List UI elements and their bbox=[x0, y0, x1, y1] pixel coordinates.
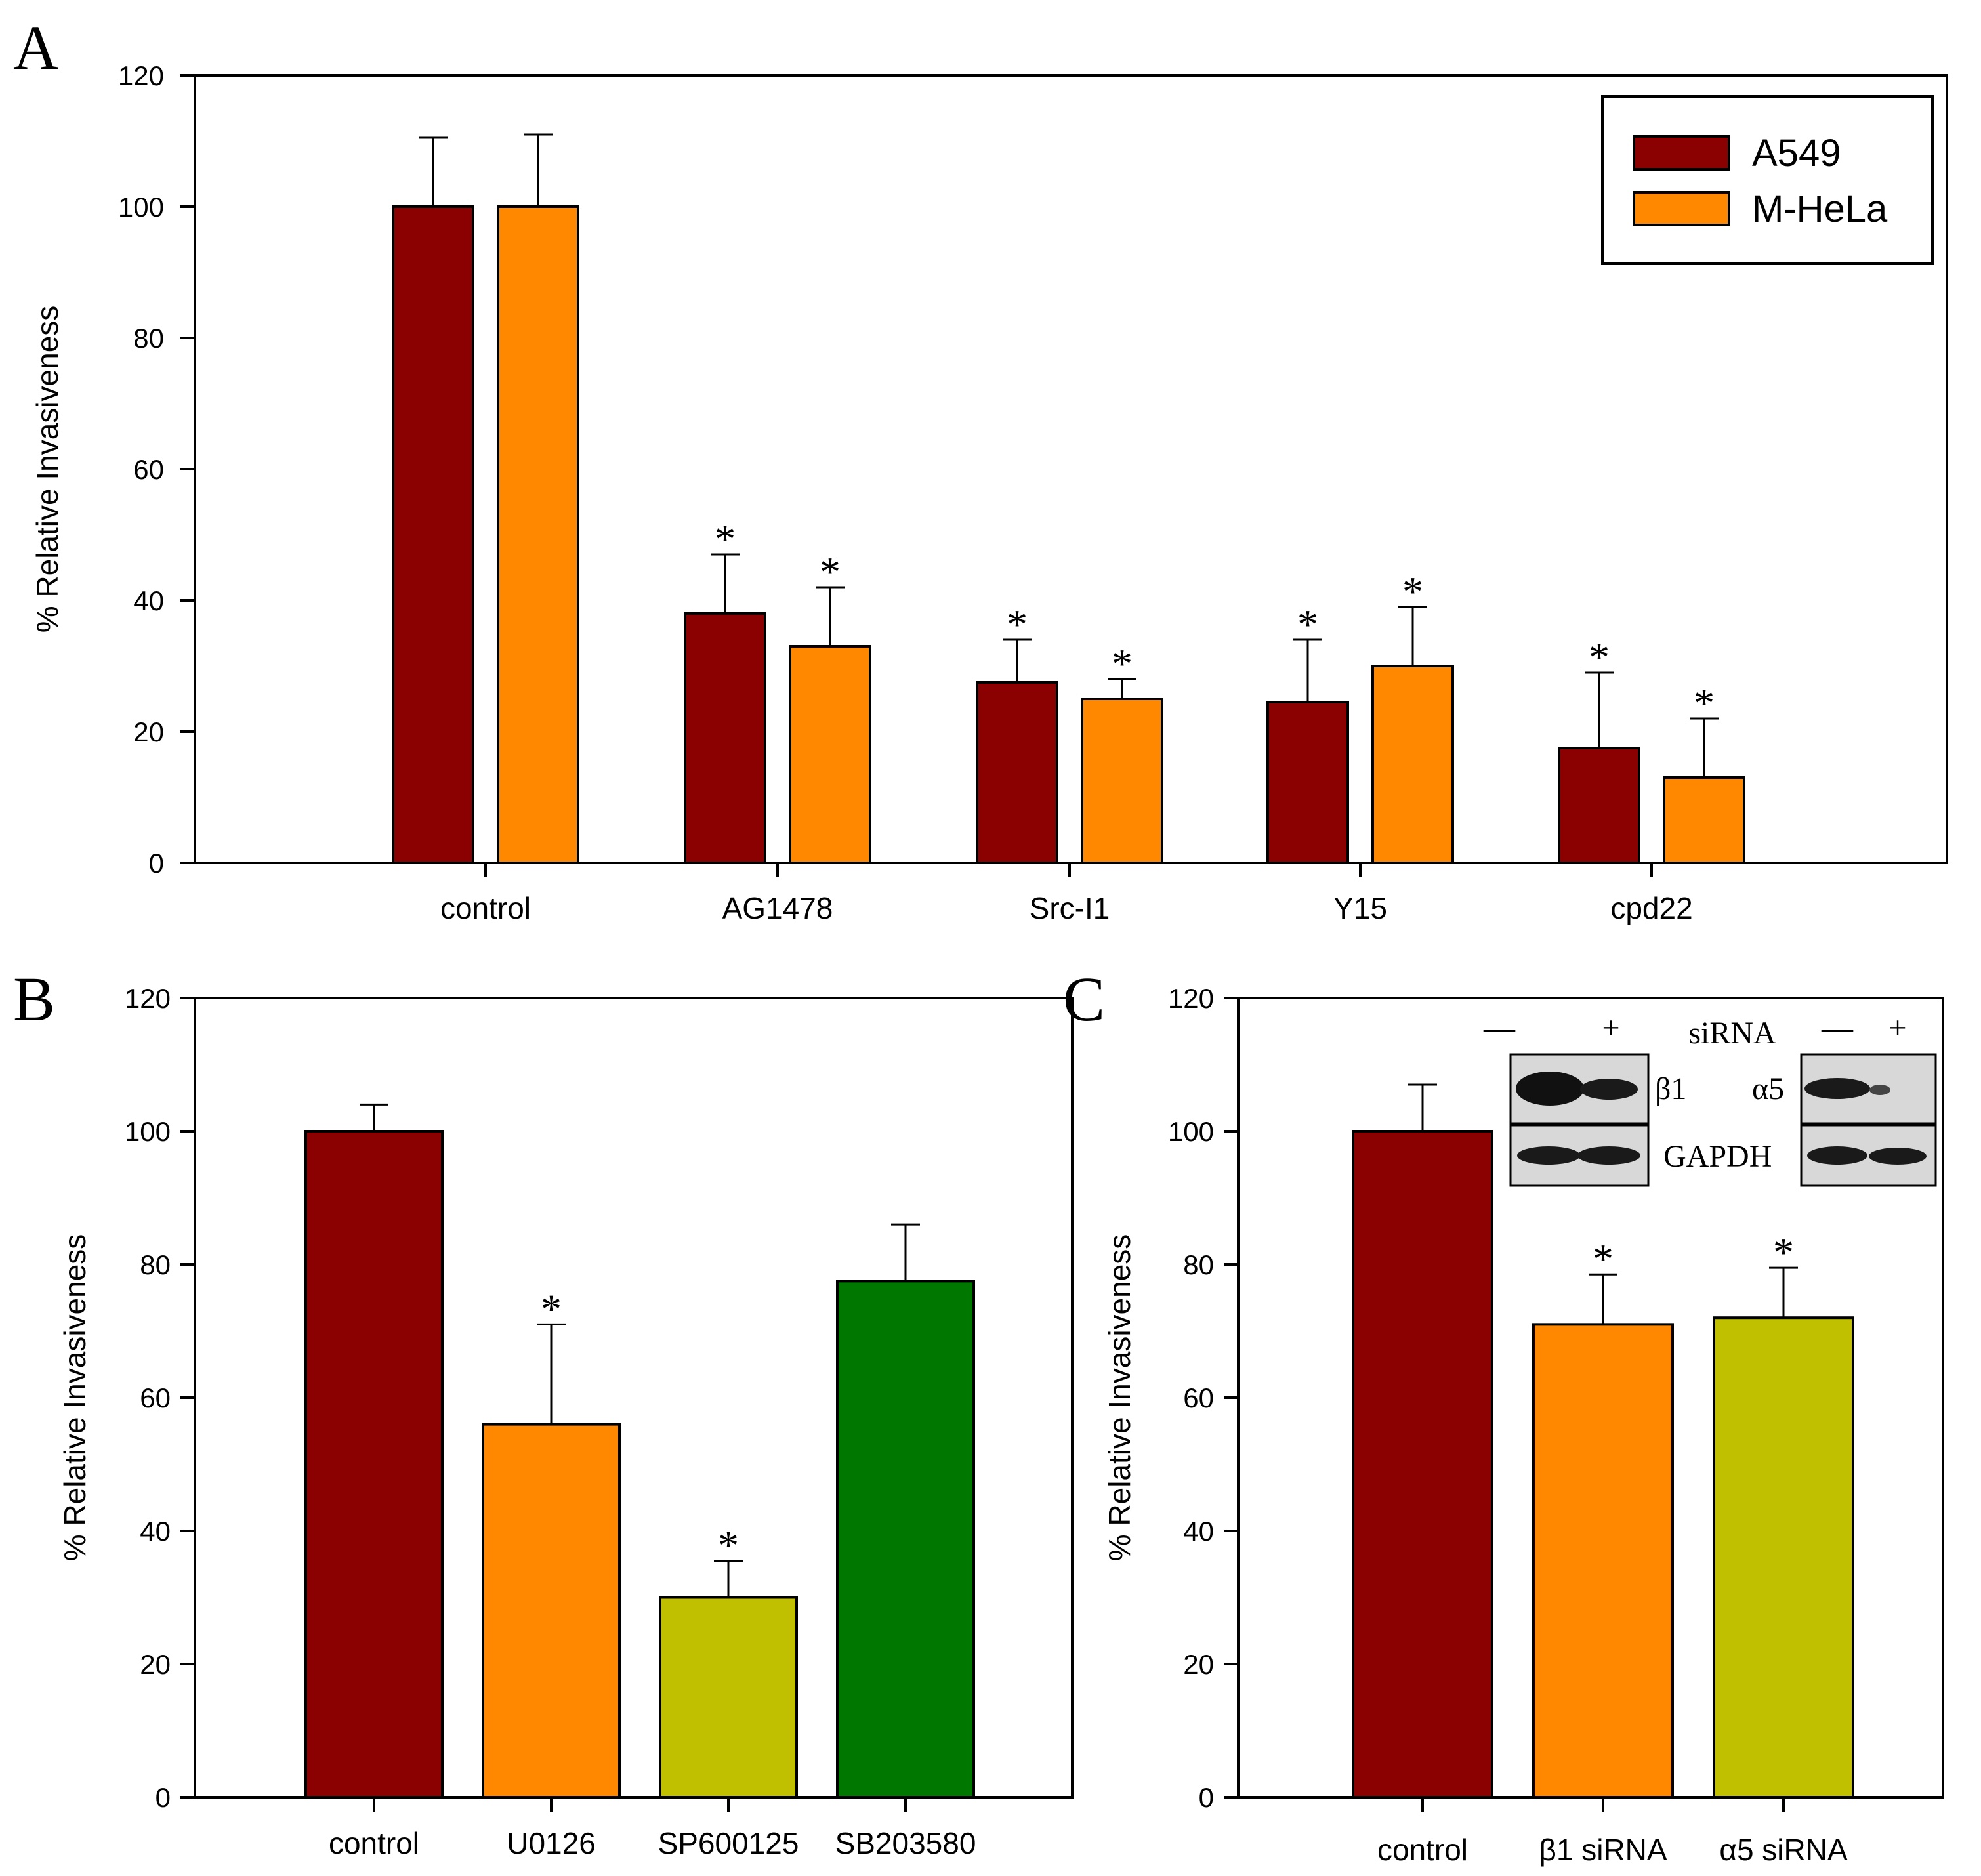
bar bbox=[836, 1280, 975, 1799]
alpha5-blot-label: α5 bbox=[1752, 1072, 1784, 1106]
x-tick-label: α5 siRNA bbox=[1719, 1833, 1848, 1867]
panel-b-chart: % Relative Invasiveness 020406080100120 … bbox=[58, 983, 1074, 1860]
bar bbox=[1371, 665, 1454, 864]
y-tick-label: 60 bbox=[140, 1383, 171, 1413]
y-axis-title-c: % Relative Invasiveness bbox=[1102, 1234, 1136, 1562]
significance-marker: * bbox=[1593, 1236, 1614, 1282]
significance-marker: * bbox=[1402, 568, 1423, 615]
x-tick-label: SB203580 bbox=[835, 1826, 976, 1860]
bar bbox=[1713, 1316, 1854, 1799]
x-tick-label: control bbox=[440, 891, 531, 925]
y-tick-label: 120 bbox=[125, 983, 171, 1014]
y-tick-label: 100 bbox=[1168, 1116, 1214, 1147]
x-tick-label: AG1478 bbox=[722, 891, 833, 925]
alpha5-plus-label: + bbox=[1888, 1011, 1906, 1045]
y-tick-label: 0 bbox=[156, 1782, 171, 1813]
bar bbox=[1266, 701, 1349, 864]
panel-a-chart: % Relative Invasiveness 020406080100120 … bbox=[30, 60, 1948, 925]
panel-label-a: A bbox=[13, 12, 58, 83]
significance-marker: * bbox=[820, 549, 841, 595]
bar bbox=[789, 645, 871, 864]
gapdh-label: GAPDH bbox=[1663, 1139, 1772, 1174]
legend-box bbox=[1601, 95, 1934, 265]
bar bbox=[976, 681, 1058, 864]
y-tick-label: 100 bbox=[125, 1116, 171, 1147]
significance-marker: * bbox=[1589, 634, 1610, 680]
y-tick-label: 80 bbox=[1183, 1249, 1214, 1280]
significance-marker: * bbox=[715, 516, 736, 562]
significance-marker: * bbox=[541, 1285, 562, 1332]
x-tick-label: cpd22 bbox=[1610, 891, 1692, 925]
y-tick-label: 20 bbox=[1183, 1649, 1214, 1680]
y-tick-label: 120 bbox=[118, 60, 164, 91]
panel-c-chart: % Relative Invasiveness 020406080100120 … bbox=[1102, 983, 1944, 1867]
x-tick-label: U0126 bbox=[507, 1826, 596, 1860]
y-tick-label: 0 bbox=[149, 848, 164, 879]
y-tick-label: 20 bbox=[140, 1649, 171, 1680]
blot-alpha5 bbox=[1800, 1053, 1937, 1125]
x-tick-label: β1 siRNA bbox=[1539, 1833, 1667, 1867]
legend-a: A549 M-HeLa bbox=[1601, 95, 1934, 265]
panel-label-b: B bbox=[13, 964, 55, 1034]
y-tick-label: 40 bbox=[133, 585, 164, 616]
bar bbox=[1558, 747, 1640, 864]
beta1-plus-label: + bbox=[1602, 1011, 1619, 1045]
bar bbox=[1532, 1323, 1674, 1799]
y-tick-label: 40 bbox=[140, 1516, 171, 1547]
beta1-minus-label: — bbox=[1483, 1011, 1516, 1045]
legend-swatch-a549 bbox=[1633, 135, 1730, 171]
beta1-blot-label: β1 bbox=[1655, 1072, 1686, 1106]
y-tick-label: 60 bbox=[133, 454, 164, 485]
y-tick-label: 80 bbox=[140, 1249, 171, 1280]
y-tick-label: 60 bbox=[1183, 1383, 1214, 1413]
y-tick-label: 80 bbox=[133, 323, 164, 354]
bar bbox=[684, 612, 766, 864]
western-blot-inset: — + siRNA — + β1 GAPDH α5 bbox=[1483, 1011, 1937, 1187]
x-tick-label: control bbox=[1377, 1833, 1468, 1867]
y-tick-label: 120 bbox=[1168, 983, 1214, 1014]
legend-label-a549: A549 bbox=[1752, 132, 1841, 175]
y-tick-label: 0 bbox=[1199, 1782, 1214, 1813]
significance-marker: * bbox=[1007, 601, 1028, 648]
bar bbox=[1081, 698, 1163, 864]
y-tick-label: 40 bbox=[1183, 1516, 1214, 1547]
bar bbox=[1352, 1130, 1493, 1799]
bar bbox=[392, 205, 474, 864]
significance-marker: * bbox=[1773, 1229, 1794, 1276]
blot-gapdh-2 bbox=[1800, 1124, 1937, 1187]
sirna-label: siRNA bbox=[1688, 1016, 1776, 1051]
significance-marker: * bbox=[718, 1522, 739, 1569]
blot-gapdh-1 bbox=[1509, 1124, 1650, 1187]
y-tick-label: 20 bbox=[133, 717, 164, 747]
x-tick-label: control bbox=[329, 1826, 419, 1860]
significance-marker: * bbox=[1694, 680, 1715, 726]
bar bbox=[1663, 776, 1745, 864]
blot-beta1 bbox=[1509, 1053, 1650, 1125]
y-tick-label: 100 bbox=[118, 192, 164, 222]
y-axis-title-b: % Relative Invasiveness bbox=[58, 1234, 92, 1562]
x-tick-label: Y15 bbox=[1333, 891, 1387, 925]
significance-marker: * bbox=[1297, 601, 1318, 648]
y-axis-title-a: % Relative Invasiveness bbox=[30, 306, 64, 633]
significance-marker: * bbox=[1112, 640, 1133, 687]
alpha5-minus-label: — bbox=[1821, 1011, 1854, 1045]
bar bbox=[497, 205, 579, 864]
x-tick-label: SP600125 bbox=[658, 1826, 799, 1860]
legend-label-mhela: M-HeLa bbox=[1752, 188, 1888, 230]
bar bbox=[482, 1423, 621, 1799]
x-tick-label: Src-I1 bbox=[1030, 891, 1110, 925]
bar bbox=[659, 1596, 798, 1799]
legend-swatch-mhela bbox=[1633, 191, 1730, 226]
bar bbox=[304, 1130, 444, 1799]
